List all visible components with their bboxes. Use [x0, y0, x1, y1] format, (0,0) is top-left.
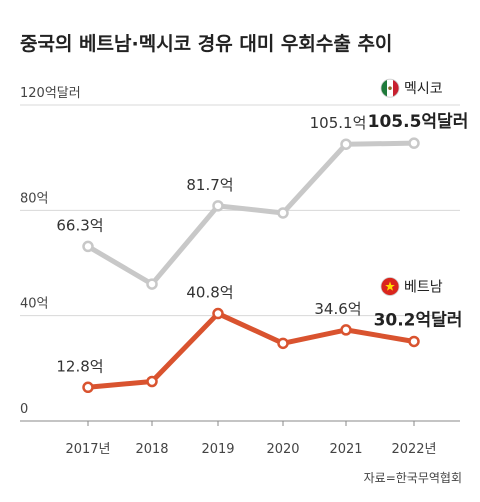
chart-title: 중국의 베트남·멕시코 경유 대미 우회수출 추이	[20, 33, 392, 55]
data-label: 105.5억달러	[368, 111, 469, 132]
flag-part	[388, 86, 392, 90]
data-label: 105.1억	[310, 114, 367, 132]
flag-border	[380, 78, 400, 98]
data-label: 81.7억	[186, 176, 233, 194]
y-tick-label: 40억	[20, 297, 49, 312]
data-point	[408, 137, 420, 149]
data-label: 34.6억	[314, 300, 361, 318]
data-label: 40.8억	[186, 284, 233, 302]
legend-item: 멕시코	[380, 78, 443, 98]
data-point	[277, 337, 289, 350]
data-label: 30.2억달러	[374, 309, 463, 330]
x-tick-label: 2022년	[391, 442, 436, 457]
x-tick-label: 2017년	[65, 442, 110, 457]
legend-label: 멕시코	[404, 81, 443, 97]
data-point	[146, 375, 158, 388]
data-point	[340, 138, 352, 150]
data-point	[212, 200, 224, 212]
data-label: 66.3억	[56, 216, 103, 234]
legend-item: 베트남	[380, 277, 443, 296]
x-tick-label: 2021	[329, 442, 362, 457]
data-point	[212, 307, 224, 320]
flag-part	[393, 79, 399, 98]
y-tick-label: 120억달러	[20, 86, 81, 101]
data-point	[340, 324, 352, 336]
x-tick-label: 2020	[266, 442, 299, 457]
source: 자료=한국무역협회	[364, 471, 462, 485]
data-point	[277, 207, 289, 219]
y-tick-label: 0	[20, 402, 28, 417]
legend-label: 베트남	[404, 279, 443, 295]
y-tick-label: 80억	[20, 191, 49, 206]
flag-part	[385, 281, 395, 291]
data-point	[82, 381, 94, 394]
series-line	[87, 311, 415, 390]
data-point	[82, 240, 94, 253]
data-point	[146, 278, 158, 290]
flag-border	[380, 277, 400, 296]
data-point	[408, 335, 420, 348]
series-line	[86, 140, 415, 287]
x-tick-label: 2018	[135, 442, 168, 457]
data-label: 12.8억	[56, 357, 103, 375]
flag-part	[381, 79, 387, 98]
x-tick-label: 2019	[201, 442, 234, 457]
